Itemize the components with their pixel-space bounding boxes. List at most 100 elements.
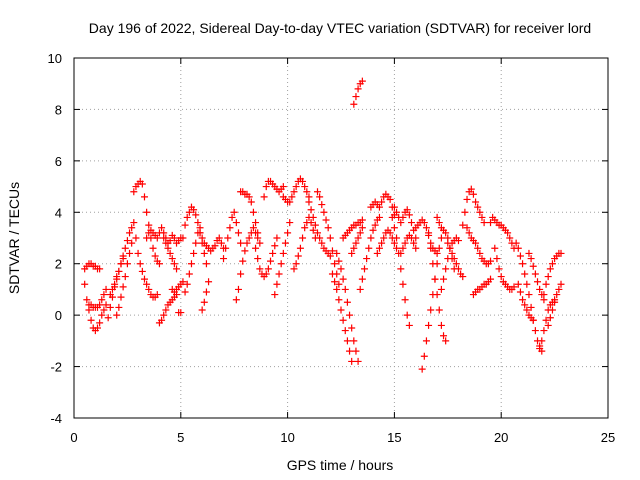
data-point — [388, 213, 396, 221]
data-point — [301, 224, 309, 232]
data-point — [123, 237, 131, 245]
data-point — [472, 239, 480, 247]
data-point — [433, 291, 441, 299]
series-arc-04 — [104, 219, 138, 322]
data-point — [527, 303, 535, 311]
data-point — [476, 249, 484, 257]
data-point — [516, 252, 524, 260]
x-axis-label: GPS time / hours — [287, 457, 394, 473]
data-point — [130, 219, 138, 227]
data-point — [181, 288, 189, 296]
data-point — [497, 273, 505, 281]
data-point — [194, 219, 202, 227]
data-point — [444, 255, 452, 263]
data-point — [185, 208, 193, 216]
series-arc-54 — [540, 249, 565, 299]
data-point — [544, 273, 552, 281]
data-point — [378, 239, 386, 247]
data-point — [288, 193, 296, 201]
data-point — [179, 278, 187, 286]
data-point — [318, 239, 326, 247]
data-point — [352, 347, 360, 355]
data-point — [155, 260, 163, 268]
data-point — [350, 337, 358, 345]
series-arc-14 — [179, 203, 210, 268]
y-tick-label: 10 — [48, 51, 62, 66]
series-arc-16 — [196, 229, 228, 255]
series-arc-17 — [198, 278, 213, 314]
data-point — [341, 285, 349, 293]
data-point — [529, 262, 537, 270]
data-point — [425, 229, 433, 237]
data-point — [230, 208, 238, 216]
data-point — [437, 285, 445, 293]
data-point — [299, 234, 307, 242]
data-point — [521, 301, 529, 309]
data-point — [512, 239, 520, 247]
data-point — [546, 265, 554, 273]
data-point — [241, 247, 249, 255]
data-point — [478, 213, 486, 221]
series-arc-03 — [85, 285, 110, 311]
data-point — [454, 265, 462, 273]
data-point — [143, 234, 151, 242]
data-point — [435, 244, 443, 252]
data-point — [504, 229, 512, 237]
data-point — [343, 337, 351, 345]
data-point — [446, 244, 454, 252]
data-point — [140, 193, 148, 201]
data-point — [326, 252, 334, 260]
data-point — [442, 265, 450, 273]
series-arc-48 — [487, 213, 518, 252]
data-point — [360, 265, 368, 273]
data-point — [369, 226, 377, 234]
data-point — [459, 221, 467, 229]
data-point — [487, 275, 495, 283]
data-point — [260, 193, 268, 201]
data-point — [113, 273, 121, 281]
data-point — [448, 249, 456, 257]
data-point — [540, 327, 548, 335]
data-point — [305, 198, 313, 206]
data-point — [220, 255, 228, 263]
data-point — [461, 208, 469, 216]
data-point — [232, 296, 240, 304]
series-arc-01 — [81, 260, 104, 273]
data-point — [393, 208, 401, 216]
data-point — [117, 260, 125, 268]
data-point — [96, 265, 104, 273]
data-point — [256, 239, 264, 247]
data-points — [81, 77, 565, 373]
data-point — [271, 291, 279, 299]
series-arc-32 — [350, 77, 366, 108]
x-tick-label: 25 — [601, 430, 615, 445]
data-point — [491, 244, 499, 252]
data-point — [87, 316, 95, 324]
data-point — [346, 347, 354, 355]
x-tick-label: 20 — [494, 430, 508, 445]
data-point — [476, 208, 484, 216]
data-point — [170, 234, 178, 242]
data-point — [134, 249, 142, 257]
data-point — [403, 311, 411, 319]
series-arc-41 — [425, 229, 450, 345]
data-point — [346, 311, 354, 319]
data-point — [407, 234, 415, 242]
data-point — [140, 275, 148, 283]
series-arc-34 — [367, 190, 398, 219]
data-point — [123, 260, 131, 268]
data-point — [380, 234, 388, 242]
data-point — [335, 257, 343, 265]
data-point — [81, 280, 89, 288]
data-point — [284, 229, 292, 237]
data-point — [531, 270, 539, 278]
data-point — [181, 221, 189, 229]
data-point — [177, 309, 185, 317]
data-point — [264, 265, 272, 273]
x-tick-labels: 0 5 10 15 20 25 — [70, 430, 615, 445]
data-point — [119, 283, 127, 291]
data-point — [435, 219, 443, 227]
series-arc-37 — [390, 203, 420, 242]
data-point — [371, 221, 379, 229]
